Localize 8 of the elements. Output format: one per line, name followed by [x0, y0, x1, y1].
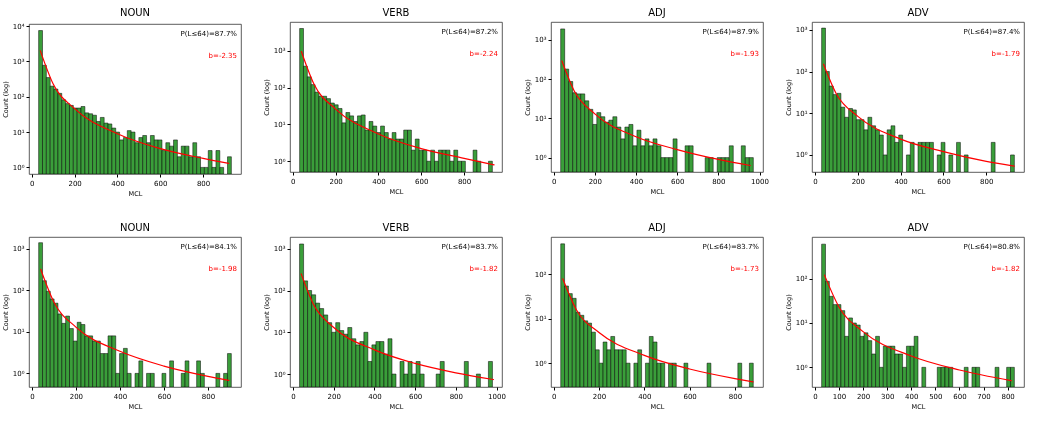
chart-title: ADV: [907, 7, 929, 18]
chart-title: ADV: [907, 222, 929, 233]
chart-title: NOUN: [119, 222, 151, 233]
chart-title: ADJ: [648, 222, 666, 233]
chart-title: ADJ: [648, 7, 666, 18]
chart-title: VERB: [382, 222, 410, 233]
chart-title: VERB: [382, 7, 410, 18]
chart-title: NOUN: [119, 7, 151, 19]
